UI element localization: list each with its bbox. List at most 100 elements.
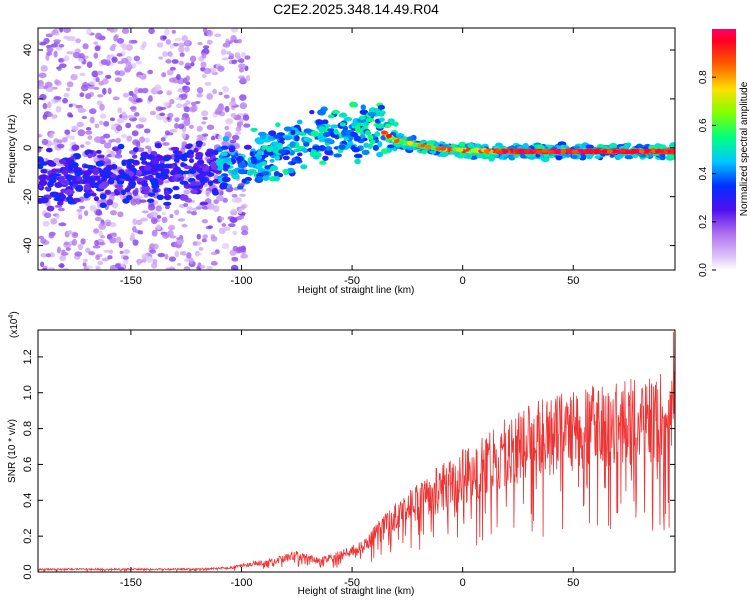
spectrogram-point — [163, 201, 172, 206]
spectrogram-point — [192, 207, 198, 212]
spectrogram-point — [199, 264, 206, 269]
spectrogram-point — [183, 189, 191, 195]
spectrogram-point — [152, 188, 159, 193]
spectrogram-point — [45, 147, 53, 153]
spectrogram-point — [202, 234, 209, 239]
spectrogram-point — [231, 197, 239, 203]
spectrogram-point — [93, 228, 100, 234]
spectrogram-point — [104, 189, 112, 195]
spectrogram-point — [48, 132, 54, 139]
spectrogram-point — [130, 199, 137, 206]
spectrogram-point — [165, 39, 172, 45]
spectrogram-point — [155, 224, 162, 231]
spectrogram-point — [48, 233, 55, 239]
bottom-y-axis: 0.0 0.2 0.4 0.6 0.8 1.0 1.2 — [22, 349, 675, 580]
spectrogram-point — [222, 149, 228, 153]
spectrogram-point — [242, 114, 250, 121]
top-x-axis: -150 -100 -50 0 50 — [120, 28, 579, 287]
spectrogram-point — [169, 66, 176, 71]
spectrogram-point — [321, 119, 329, 125]
spectrogram-point — [379, 117, 385, 122]
spectrogram-point — [65, 174, 74, 181]
spectrogram-point — [166, 90, 172, 96]
top-x-tick-label: -150 — [120, 275, 142, 287]
spectrogram-point — [163, 194, 172, 201]
colorbar: 0.0 0.2 0.4 0.6 0.8 Normalized spectral ampl… — [698, 29, 750, 277]
spectrogram-point — [99, 103, 105, 111]
spectrogram-point — [140, 151, 149, 159]
spectrogram-point — [222, 42, 231, 48]
spectrogram-point — [56, 139, 63, 144]
spectrogram-point — [358, 115, 366, 120]
spectrogram-point — [594, 155, 601, 160]
spectrogram-point — [185, 144, 192, 150]
spectrogram-point — [46, 46, 54, 53]
spectrogram-point — [66, 81, 74, 88]
spectrogram-point — [83, 171, 92, 177]
spectrogram-point — [53, 96, 62, 100]
spectrogram-point — [147, 192, 156, 197]
spectrogram-point — [121, 57, 129, 64]
spectrogram-point — [412, 143, 419, 148]
spectrogram-point — [173, 157, 180, 163]
spectrogram-point — [189, 106, 196, 113]
spectrogram-point — [63, 55, 70, 62]
colorbar-tick-label: 0.0 — [698, 263, 709, 277]
spectrogram-point — [167, 229, 174, 237]
spectrogram-point — [609, 142, 618, 149]
spectrogram-point — [40, 238, 47, 244]
spectrogram-point — [63, 35, 71, 40]
spectrogram-point — [298, 131, 307, 136]
spectrogram-point — [94, 239, 99, 247]
spectrogram-point — [201, 238, 207, 243]
top-y-tick-label: 0 — [22, 145, 34, 151]
spectrogram-point — [324, 138, 333, 144]
spectrogram-point — [109, 28, 118, 33]
spectrogram-point — [44, 186, 51, 191]
spectrogram-point — [269, 158, 275, 163]
spectrogram-point — [296, 119, 303, 125]
spectrogram-point — [110, 124, 117, 129]
spectrogram-point — [255, 154, 263, 160]
spectrogram-point — [143, 164, 152, 172]
spectrogram-point — [52, 157, 61, 164]
spectrogram-point — [122, 92, 129, 98]
spectrogram-point — [235, 126, 242, 132]
spectrogram-point — [132, 189, 139, 196]
spectrogram-point — [222, 197, 228, 203]
spectrogram-point — [364, 130, 372, 136]
spectrogram-point — [174, 117, 180, 122]
spectrogram-point — [137, 88, 144, 94]
spectrogram-point — [210, 261, 218, 266]
spectrogram-point — [68, 103, 73, 108]
spectrogram-point — [107, 178, 114, 184]
spectrogram-point — [106, 54, 111, 61]
spectrogram-point — [92, 169, 100, 176]
spectrogram-point — [116, 37, 125, 44]
spectrogram-point — [150, 211, 159, 217]
spectrogram-point — [101, 78, 109, 85]
spectrogram-point — [318, 145, 326, 152]
chart-title: C2E2.2025.348.14.49.R04 — [273, 1, 439, 17]
spectrogram-point — [183, 165, 193, 170]
spectrogram-point — [210, 251, 218, 256]
spectrogram-point — [87, 135, 93, 140]
spectrogram-point — [45, 33, 54, 38]
spectrogram-point — [175, 103, 183, 109]
spectrogram-point — [56, 143, 65, 149]
spectrogram-point — [101, 172, 107, 179]
spectrogram-point — [206, 93, 214, 100]
spectrogram-point — [201, 121, 207, 125]
spectrogram-point — [378, 112, 385, 117]
spectrogram-point — [331, 110, 340, 115]
spectrogram-point — [71, 125, 79, 132]
spectrogram-point — [318, 126, 326, 133]
spectrogram-point — [41, 138, 49, 146]
spectrogram-point — [256, 175, 263, 181]
spectrogram-point — [47, 101, 52, 109]
spectrogram-point — [82, 258, 88, 263]
spectrogram-point — [185, 81, 191, 86]
spectrogram-point — [65, 247, 71, 251]
spectrogram-point — [98, 183, 108, 190]
spectrogram-point — [172, 185, 180, 191]
